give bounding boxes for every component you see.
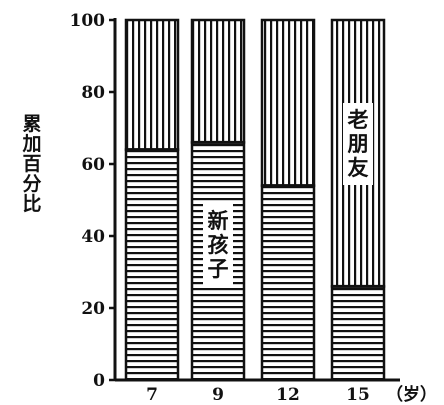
- x-tick-label-15: 15: [346, 385, 370, 405]
- annot-old-char: 老: [348, 108, 369, 132]
- x-tick-label-7: 7: [146, 385, 158, 405]
- series-label-new-kids: 新孩子: [203, 204, 233, 286]
- y-axis-label-char: 比: [22, 193, 41, 215]
- y-tick-label-20: 20: [81, 299, 105, 319]
- y-tick-label-100: 100: [70, 11, 106, 31]
- bar-segment-12-new-kids: [260, 184, 316, 382]
- annot-old-box: [343, 103, 373, 185]
- y-axis-label-char: 百: [22, 153, 41, 175]
- y-axis-label-char: 分: [22, 173, 41, 195]
- y-tick-label-40: 40: [81, 227, 105, 247]
- annot-new-char: 子: [208, 257, 229, 281]
- bar-segment-12-old-friends: [260, 18, 316, 187]
- y-tick-label-0: 0: [93, 371, 105, 391]
- y-tick-label-80: 80: [81, 83, 105, 103]
- annot-new-char: 孩: [208, 233, 229, 257]
- y-tick-label-60: 60: [81, 155, 105, 175]
- annot-new-char: 新: [208, 209, 229, 233]
- annot-new-box: [203, 204, 233, 286]
- y-axis-label-char: 加: [21, 133, 41, 155]
- annot-old-char: 友: [348, 156, 369, 180]
- bar-segment-7-old-friends: [124, 18, 180, 151]
- x-tick-label-12: 12: [276, 385, 300, 405]
- x-tick-label-9: 9: [212, 385, 224, 405]
- bar-segment-15-new-kids: [330, 285, 386, 382]
- bars-group: [124, 18, 386, 382]
- y-ticks-group: 0 20 40 60 80 100: [70, 11, 115, 391]
- bar-segment-7-new-kids: [124, 148, 180, 382]
- y-axis-label-char: 累: [22, 113, 41, 135]
- bar-segment-9-old-friends: [190, 18, 246, 144]
- x-ticks-group: 7 9 12 15: [146, 385, 370, 405]
- series-label-old-friends: 老朋友: [343, 103, 373, 185]
- x-axis-unit-label: （岁）: [386, 384, 437, 405]
- annot-old-char: 朋: [348, 132, 369, 156]
